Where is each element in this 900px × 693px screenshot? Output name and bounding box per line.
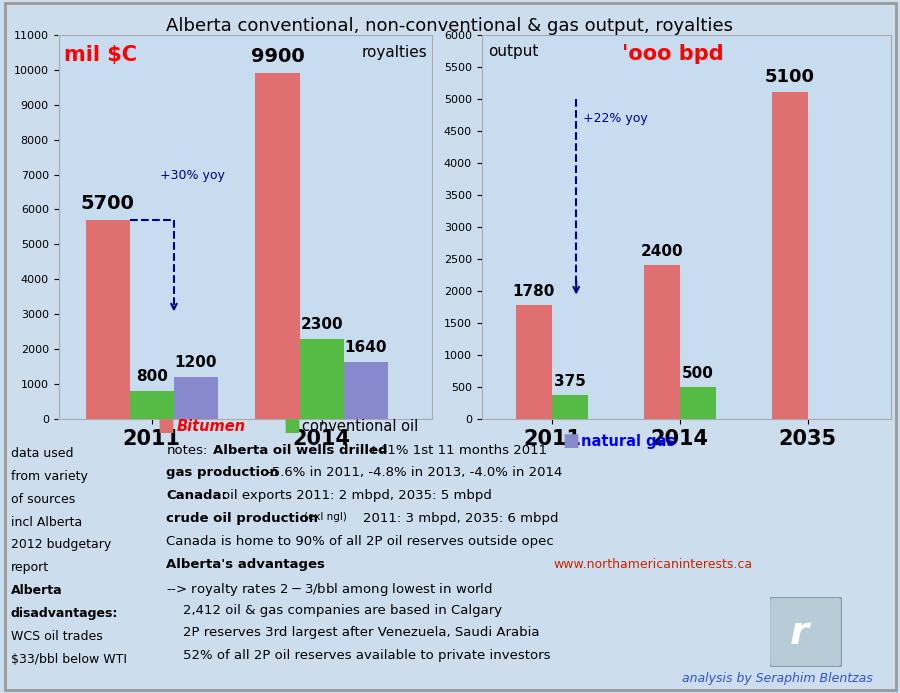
Bar <box>516 305 552 419</box>
Text: --> royalty rates $2-$3/bbl among lowest in world: --> royalty rates $2-$3/bbl among lowest… <box>166 581 493 598</box>
Text: r: r <box>790 615 809 652</box>
Text: www.northamericaninterests.ca: www.northamericaninterests.ca <box>554 558 752 571</box>
Text: 1200: 1200 <box>175 356 217 370</box>
Bar <box>644 265 680 419</box>
Bar <box>174 377 218 419</box>
Text: -5.6% in 2011, -4.8% in 2013, -4.0% in 2014: -5.6% in 2011, -4.8% in 2013, -4.0% in 2… <box>267 466 562 480</box>
Bar <box>130 392 174 419</box>
Text: Canada is home to 90% of all 2P oil reserves outside opec: Canada is home to 90% of all 2P oil rese… <box>166 535 554 548</box>
Bar <box>256 73 300 419</box>
Text: notes:: notes: <box>166 444 208 457</box>
Text: 2012 budgetary: 2012 budgetary <box>11 538 111 552</box>
Bar <box>344 362 388 419</box>
Text: gas production: gas production <box>166 466 279 480</box>
FancyBboxPatch shape <box>770 597 842 667</box>
Text: royalties: royalties <box>361 45 427 60</box>
Bar <box>772 92 808 419</box>
Text: 2,412 oil & gas companies are based in Calgary: 2,412 oil & gas companies are based in C… <box>183 604 502 617</box>
Text: 5100: 5100 <box>765 68 814 86</box>
Text: (exl ngl): (exl ngl) <box>304 512 347 522</box>
Text: report: report <box>11 561 49 574</box>
Text: Canada:: Canada: <box>166 489 228 502</box>
Text: 500: 500 <box>682 366 714 381</box>
Text: Alberta conventional, non-conventional & gas output, royalties: Alberta conventional, non-conventional &… <box>166 17 733 35</box>
Text: WCS oil trades: WCS oil trades <box>11 630 103 643</box>
Text: ■: ■ <box>158 417 175 435</box>
Text: $33/bbl below WTI: $33/bbl below WTI <box>11 653 127 666</box>
Text: +41% 1st 11 months 2011: +41% 1st 11 months 2011 <box>368 444 547 457</box>
Text: 2P reserves 3rd largest after Venezuela, Saudi Arabia: 2P reserves 3rd largest after Venezuela,… <box>183 626 539 640</box>
Text: Alberta: Alberta <box>11 584 62 597</box>
Text: 800: 800 <box>136 369 167 385</box>
Text: 52% of all 2P oil reserves available to private investors: 52% of all 2P oil reserves available to … <box>183 649 550 663</box>
Text: of sources: of sources <box>11 493 75 506</box>
Text: 2400: 2400 <box>641 244 683 259</box>
Text: crude oil production: crude oil production <box>166 512 319 525</box>
Text: Bitumen: Bitumen <box>176 419 246 434</box>
Text: 2300: 2300 <box>301 317 343 332</box>
Text: 1780: 1780 <box>513 283 555 299</box>
Text: mil $C: mil $C <box>64 45 137 65</box>
Text: +22% yoy: +22% yoy <box>582 112 647 125</box>
Text: incl Alberta: incl Alberta <box>11 516 82 529</box>
Text: 375: 375 <box>554 374 586 389</box>
Text: Alberta oil wells drilled: Alberta oil wells drilled <box>213 444 388 457</box>
Text: ■: ■ <box>562 432 580 450</box>
Text: oil exports 2011: 2 mbpd, 2035: 5 mbpd: oil exports 2011: 2 mbpd, 2035: 5 mbpd <box>222 489 492 502</box>
Text: conventional oil: conventional oil <box>302 419 419 434</box>
Text: analysis by Seraphim Blentzas: analysis by Seraphim Blentzas <box>682 672 873 685</box>
Bar <box>680 387 716 419</box>
Text: 'ooo bpd: 'ooo bpd <box>622 44 724 64</box>
Text: data used: data used <box>11 447 73 460</box>
Text: Alberta's advantages: Alberta's advantages <box>166 558 326 571</box>
Bar <box>86 220 130 419</box>
Text: 2011: 3 mbpd, 2035: 6 mbpd: 2011: 3 mbpd, 2035: 6 mbpd <box>363 512 558 525</box>
Text: 9900: 9900 <box>250 47 304 66</box>
Text: +30% yoy: +30% yoy <box>160 168 225 182</box>
Bar <box>552 395 588 419</box>
Text: 5700: 5700 <box>81 194 135 213</box>
Text: disadvantages:: disadvantages: <box>11 607 118 620</box>
Text: natural gas: natural gas <box>581 434 676 449</box>
Text: from variety: from variety <box>11 470 87 483</box>
Text: output: output <box>488 44 538 60</box>
Text: ■: ■ <box>284 417 301 435</box>
Text: 1640: 1640 <box>345 340 387 355</box>
Bar <box>300 339 344 419</box>
